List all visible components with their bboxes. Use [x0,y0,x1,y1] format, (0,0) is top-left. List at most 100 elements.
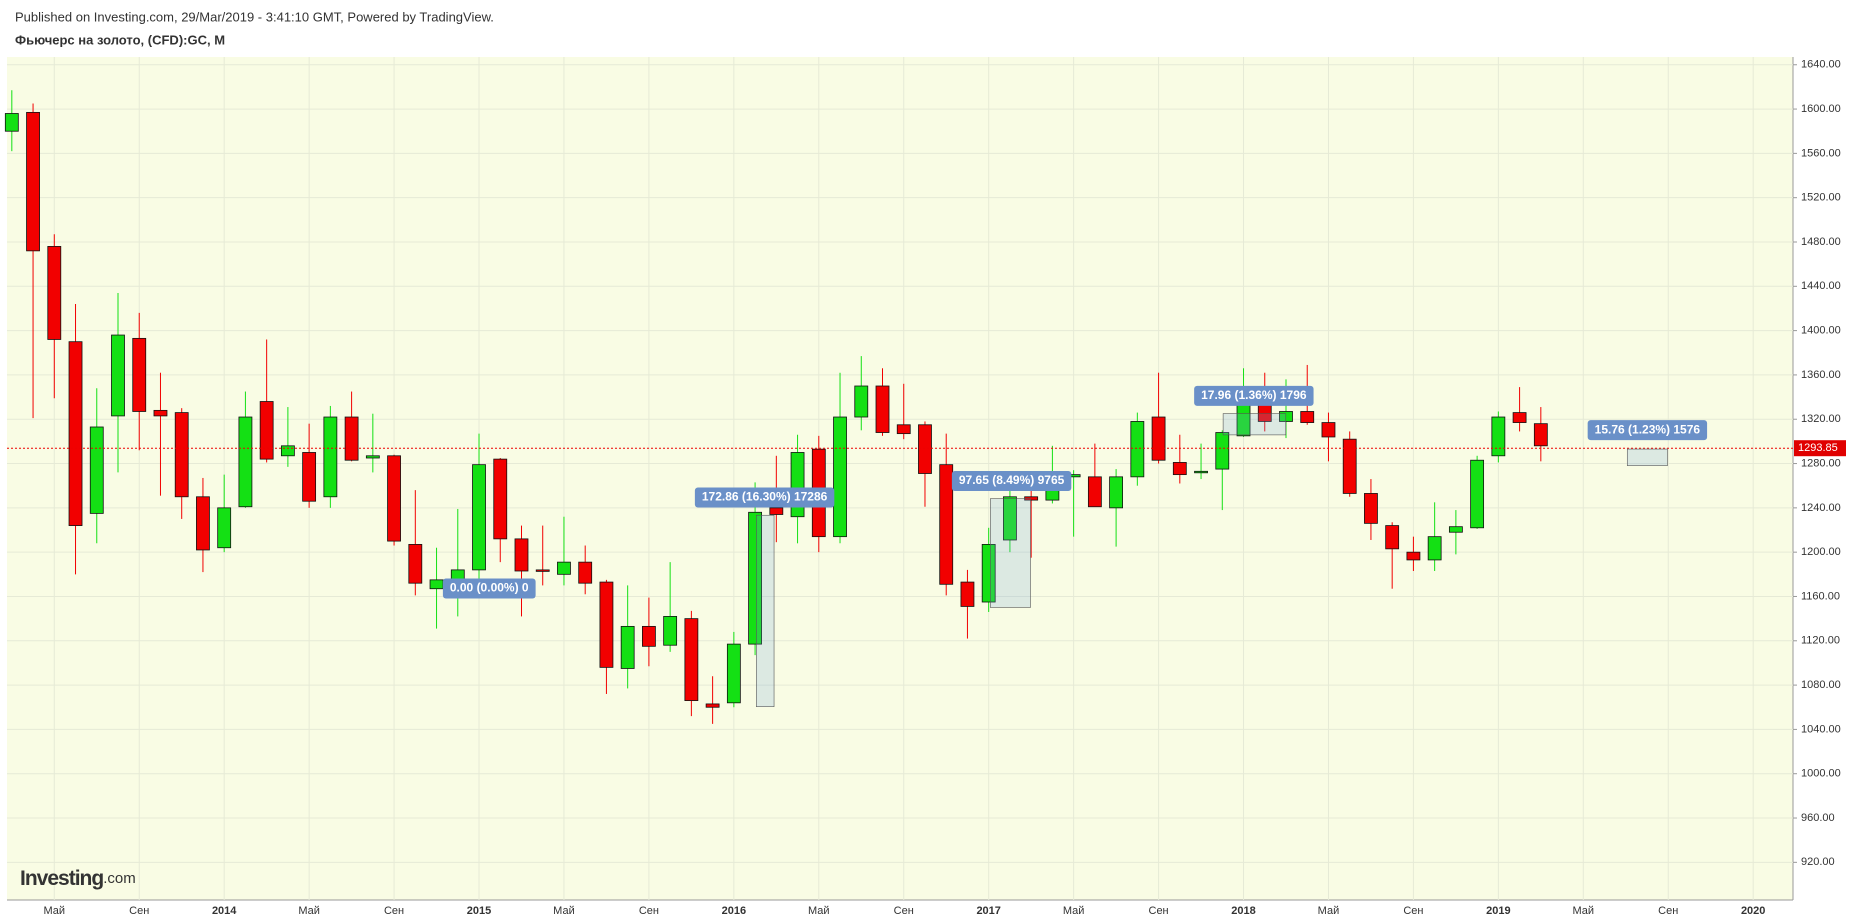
x-tick-label: 2020 [1741,905,1765,917]
candle-body [599,581,614,668]
x-tick-label: 2014 [212,905,237,917]
x-tick-label: Сен [384,905,404,917]
candle-body [960,581,975,607]
candle-body [896,424,911,435]
candle-body [981,544,996,603]
candle-body [620,625,635,669]
x-tick-label: Май [298,905,320,917]
candle-body [387,455,401,542]
x-tick-label: Май [1063,905,1085,917]
candle-body [153,409,168,417]
measure-label-box [694,487,835,508]
measure-label: 172.86 (16.30%) 17286 [702,490,828,504]
x-tick-label: 2018 [1231,905,1255,917]
candle-body [748,511,762,645]
x-tick-label: 2017 [976,905,1000,917]
candle-body [1215,432,1230,470]
candle-body [196,496,210,551]
candle-body [769,507,784,515]
candle-body [578,561,593,584]
y-tick-label: 1480.00 [1801,236,1841,248]
y-tick-label: 1120.00 [1801,635,1840,647]
measure-label-box [951,470,1072,491]
logo-main: Investing [20,867,103,890]
published-line: Published on Investing.com, 29/Mar/2019 … [15,9,494,24]
candle-body [259,401,274,460]
x-tick-label: Май [808,905,830,917]
measure-label-box [1194,385,1314,406]
candle-body [1385,525,1400,550]
candle-body [1512,412,1527,423]
annotations: 17.96 (1.36%) 1796 172.86 (16.30%) 17286 9… [442,385,1708,707]
candle-body [132,337,147,412]
x-tick-label: Май [1318,905,1340,917]
y-tick-label: 1440.00 [1801,280,1841,292]
candle-body [1300,411,1315,423]
x-tick-label: Сен [1403,905,1423,917]
candle-body [939,464,954,585]
candle-body [684,618,699,702]
candle-body [493,458,508,540]
instrument-title: Фьючерс на золото, (CFD):GC, M [15,32,225,47]
y-tick-label: 1280.00 [1801,457,1841,469]
grid: 920.00 960.00 1000.00 1040.00 1080.00 1120.00… [7,57,1841,917]
measure-area [1626,448,1668,466]
candle-body [1427,536,1442,561]
candle-body [408,544,423,584]
logo: Investing.com [20,867,136,890]
candle-body [26,111,40,252]
y-tick-label: 1200.00 [1801,546,1841,558]
candle-body [1321,422,1336,438]
x-tick-label: Май [44,905,66,917]
x-tick-label: Сен [894,905,914,917]
y-tick-label: 960.00 [1801,812,1835,824]
candle-body [365,455,380,459]
last-price-box [1794,440,1846,457]
y-tick-label: 1520.00 [1801,192,1841,204]
candle-body [1087,476,1102,508]
candle-body [344,416,359,461]
logo-suffix: .com [103,870,136,887]
candle-body [557,561,571,575]
measure-label-box [1587,420,1708,441]
candle-body [47,246,62,340]
candle-body [918,424,932,474]
candle-body [89,426,104,514]
candle-body [1491,416,1506,457]
candle-body [726,643,741,704]
candle-body [1194,470,1208,474]
candle-body [280,445,295,457]
x-tick-label: Сен [639,905,659,917]
x-tick-label: Май [553,905,575,917]
candle-body [705,703,720,708]
candle-body [1003,496,1017,541]
candle-body [663,616,678,646]
candle-body [875,385,890,433]
candle-body [1130,421,1145,478]
candle-body [1151,416,1166,461]
y-tick-label: 1320.00 [1801,413,1841,425]
y-tick-label: 1600.00 [1801,103,1841,115]
measure-label-box [442,578,536,599]
candle-body [535,569,550,572]
candle-body [854,385,869,418]
candle-body [1109,476,1124,509]
x-tick-label: Сен [1658,905,1678,917]
candle-body [642,625,656,647]
candle-body [1448,526,1463,533]
x-tick-label: Сен [1149,905,1169,917]
candle-body [323,416,338,498]
measure-area [1222,413,1287,436]
candle-body [111,334,125,417]
candle-body [1470,459,1485,529]
y-tick-label: 1640.00 [1801,59,1841,71]
candle-body [217,507,232,549]
measure-label: 0.00 (0.00%) 0 [450,581,529,595]
y-tick-label: 1240.00 [1801,502,1841,514]
last-price-label: 1293.85 [1798,442,1838,454]
candle-body [1406,551,1421,561]
y-tick-label: 1360.00 [1801,369,1841,381]
y-tick-label: 920.00 [1801,856,1835,868]
candle-body [4,113,19,132]
